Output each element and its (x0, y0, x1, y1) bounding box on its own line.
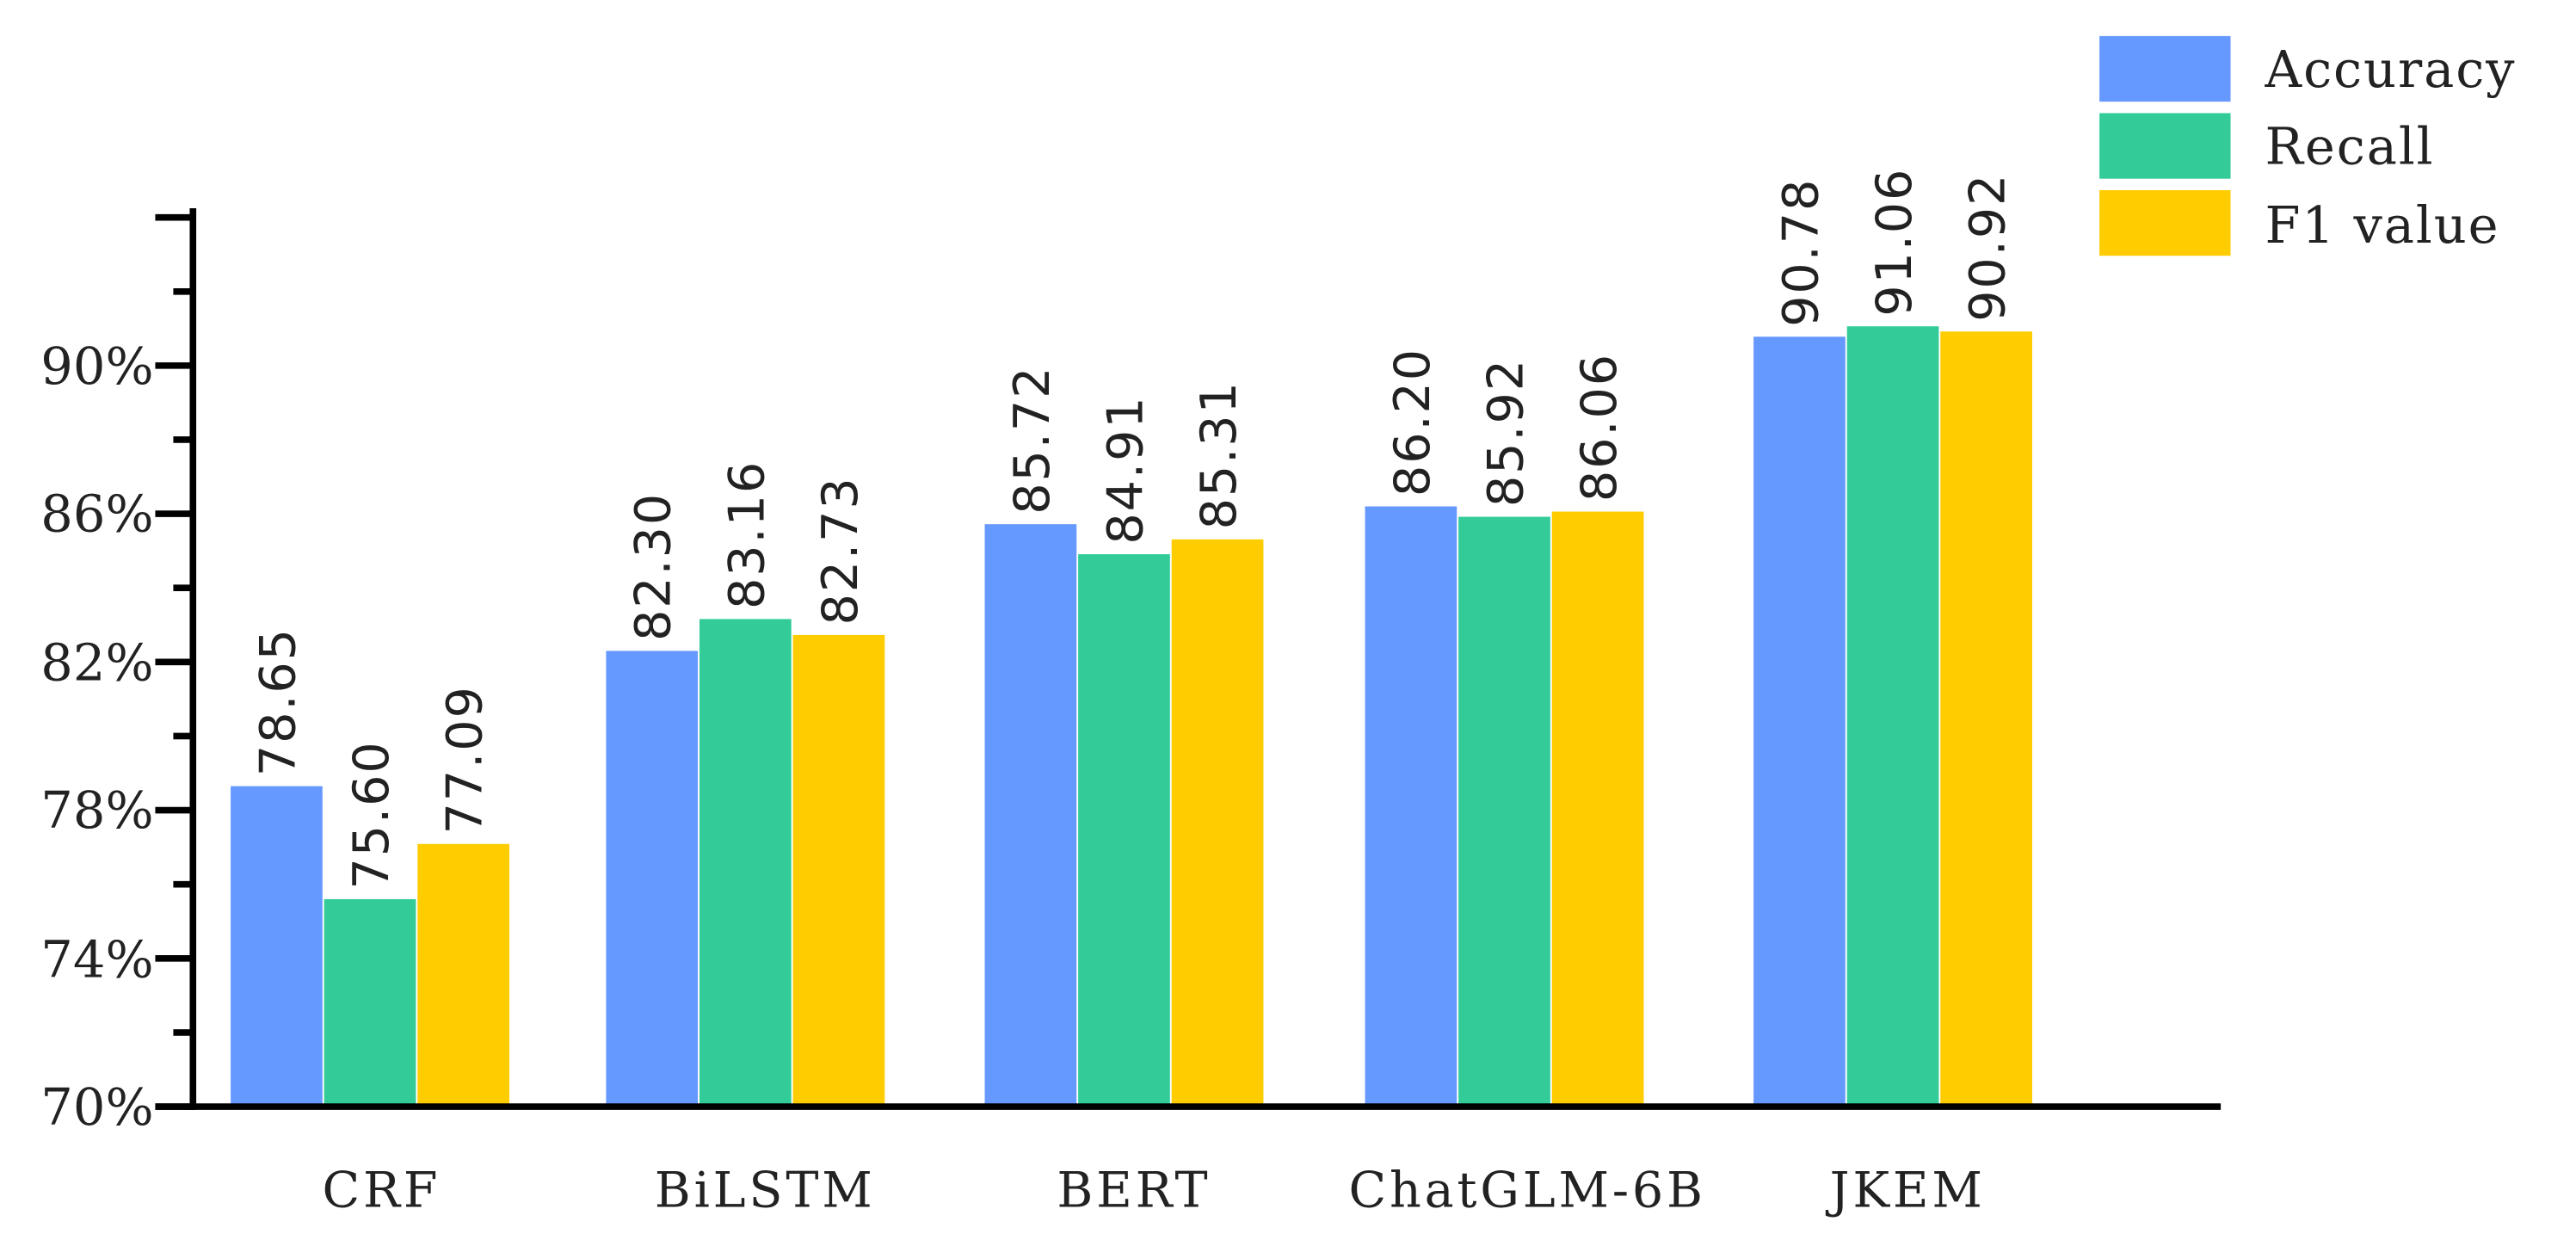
value-label: 86.20 (1384, 348, 1441, 497)
legend-swatch-f1 (2099, 190, 2231, 256)
y-tick-label: 74% (40, 930, 153, 990)
value-label: 82.30 (626, 492, 682, 641)
y-tick-label: 78% (40, 780, 153, 840)
bar-chatglm-6b-f1-value (1551, 511, 1644, 1107)
legend-swatch-accuracy (2099, 35, 2231, 102)
bar-crf-accuracy (231, 786, 323, 1107)
value-label: 78.65 (250, 627, 306, 776)
y-tick-labels-group: 70% 74% 78% 82% 86% 90% (40, 336, 153, 1137)
y-tick-label: 70% (40, 1077, 153, 1137)
category-label-crf: CRF (322, 1162, 441, 1218)
value-label: 83.16 (718, 460, 775, 609)
bar-bilstm-accuracy (606, 651, 699, 1107)
value-label: 85.31 (1191, 380, 1248, 529)
value-label: 85.72 (1004, 366, 1061, 515)
y-tick-label: 86% (40, 484, 153, 543)
y-ticks-group (155, 213, 194, 1110)
value-labels-group: 78.65 75.60 77.09 82.30 83.16 82.73 85.72 84.91… (250, 168, 2016, 890)
bar-bert-f1-value (1171, 539, 1264, 1107)
category-label-bert: BERT (1057, 1162, 1211, 1218)
category-label-chatglm: ChatGLM-6B (1348, 1162, 1705, 1218)
value-label: 91.06 (1866, 168, 1923, 317)
bar-crf-recall (324, 898, 416, 1107)
bar-jkem-recall (1846, 326, 1939, 1107)
value-label: 82.73 (812, 476, 869, 625)
bar-jkem-f1-value (1940, 331, 2032, 1107)
y-tick-label: 82% (40, 633, 153, 693)
category-label-jkem: JKEM (1826, 1162, 1986, 1218)
bars-group (231, 326, 2032, 1107)
legend: Accuracy Recall F1 value (2099, 35, 2517, 256)
value-label: 75.60 (343, 740, 400, 889)
bar-crf-f1-value (417, 843, 509, 1107)
legend-swatch-recall (2099, 113, 2231, 179)
value-label: 85.92 (1477, 358, 1534, 507)
value-label: 90.92 (1960, 173, 2017, 322)
y-tick-label: 90% (40, 336, 153, 396)
bar-chatglm-6b-accuracy (1365, 506, 1457, 1107)
bar-jkem-accuracy (1753, 336, 1846, 1107)
bar-chatglm-6b-recall (1458, 516, 1550, 1107)
value-label: 84.91 (1097, 396, 1154, 545)
bar-bilstm-recall (699, 619, 792, 1107)
legend-label-accuracy: Accuracy (2265, 40, 2517, 99)
bar-bilstm-f1-value (792, 634, 885, 1107)
legend-label-recall: Recall (2265, 117, 2435, 176)
legend-label-f1: F1 value (2265, 195, 2500, 255)
value-label: 86.06 (1571, 353, 1628, 502)
category-labels-group: CRF BiLSTM BERT ChatGLM-6B JKEM (322, 1162, 1986, 1218)
category-label-bilstm: BiLSTM (655, 1162, 876, 1218)
bar-bert-accuracy (984, 524, 1077, 1107)
value-label: 90.78 (1772, 178, 1829, 327)
bar-bert-recall (1078, 554, 1170, 1107)
value-label: 77.09 (437, 685, 494, 834)
